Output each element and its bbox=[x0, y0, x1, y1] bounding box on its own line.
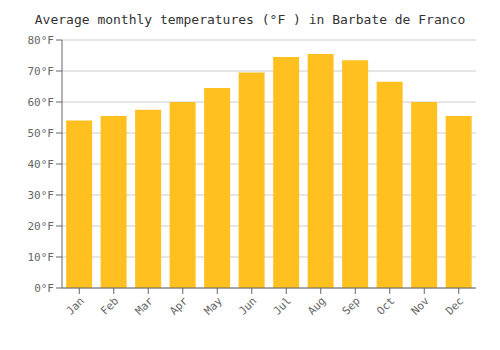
svg-text:Jun: Jun bbox=[236, 294, 259, 317]
svg-text:Jan: Jan bbox=[64, 294, 87, 317]
svg-text:May: May bbox=[202, 294, 226, 318]
svg-text:20°F: 20°F bbox=[28, 220, 55, 233]
svg-text:80°F: 80°F bbox=[28, 34, 55, 47]
svg-text:Mar: Mar bbox=[133, 294, 157, 318]
svg-text:30°F: 30°F bbox=[28, 189, 55, 202]
svg-text:70°F: 70°F bbox=[28, 65, 55, 78]
svg-text:Jul: Jul bbox=[271, 294, 294, 317]
svg-text:40°F: 40°F bbox=[28, 158, 55, 171]
svg-text:Nov: Nov bbox=[409, 294, 433, 318]
svg-text:50°F: 50°F bbox=[28, 127, 55, 140]
svg-text:Dec: Dec bbox=[443, 294, 466, 317]
html-text:Average monthly temperatures (: Average monthly temperatures (°F ) in Ba… bbox=[34, 12, 466, 27]
svg-text:Feb: Feb bbox=[98, 294, 121, 317]
svg-text:Apr: Apr bbox=[167, 294, 191, 318]
svg-text:0°F: 0°F bbox=[34, 282, 54, 295]
svg-text:Sep: Sep bbox=[340, 294, 363, 317]
svg-text:Oct: Oct bbox=[374, 294, 397, 317]
svg-text:10°F: 10°F bbox=[28, 251, 55, 264]
svg-text:Aug: Aug bbox=[305, 294, 328, 317]
svg-text:60°F: 60°F bbox=[28, 96, 55, 109]
